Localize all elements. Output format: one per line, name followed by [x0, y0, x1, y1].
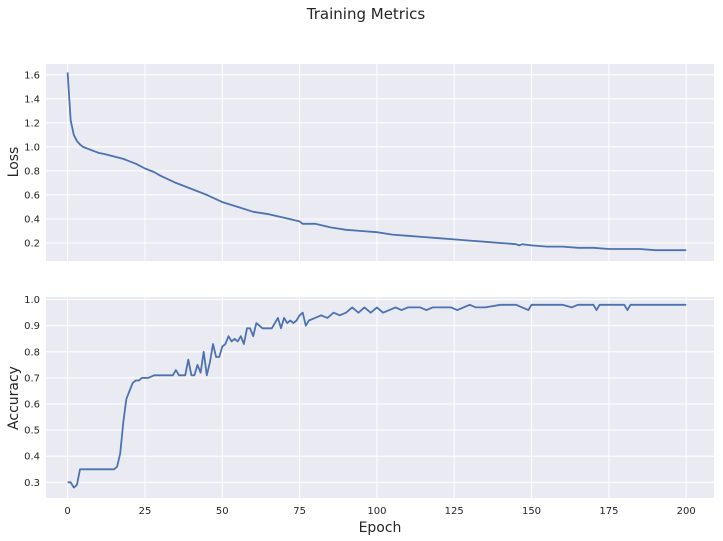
accuracy-y-tick-label: 1.0 [24, 295, 40, 306]
accuracy-y-tick-label: 0.8 [24, 347, 40, 358]
accuracy-y-tick-label: 0.9 [24, 321, 40, 332]
figure-title: Training Metrics [306, 5, 426, 23]
accuracy-x-tick-label: 150 [522, 506, 541, 517]
accuracy-y-tick-label: 0.3 [24, 478, 40, 489]
accuracy-y-tick-label: 0.4 [24, 452, 40, 463]
loss-y-tick-label: 0.8 [24, 166, 40, 177]
loss-panel: 0.2 0.4 0.6 0.8 1.0 1.2 1.4 1.6 Loss [6, 64, 714, 261]
accuracy-panel: 0.3 0.4 0.5 0.6 0.7 0.8 0.9 1.0 0 25 50 75 100 125 150… [6, 295, 714, 536]
accuracy-x-tick-label: 125 [445, 506, 464, 517]
loss-y-tick-label: 1.0 [24, 142, 40, 153]
loss-plot-area [46, 64, 714, 261]
loss-y-tick-label: 0.6 [24, 190, 40, 201]
accuracy-x-tick-label: 75 [293, 506, 306, 517]
accuracy-x-tick-label: 50 [216, 506, 229, 517]
loss-y-axis-label: Loss [6, 147, 22, 178]
accuracy-plot-area [46, 297, 714, 498]
accuracy-x-tick-label: 0 [64, 506, 70, 517]
loss-y-tick-label: 1.6 [24, 70, 40, 81]
accuracy-x-tick-label: 175 [599, 506, 618, 517]
loss-y-tick-label: 1.2 [24, 118, 40, 129]
accuracy-series-line [67, 303, 687, 489]
accuracy-y-axis-label: Accuracy [6, 366, 22, 430]
accuracy-x-tick-label: 100 [367, 506, 386, 517]
accuracy-y-tick-label: 0.6 [24, 400, 40, 411]
loss-y-tick-label: 0.2 [24, 239, 40, 250]
x-axis-label: Epoch [359, 520, 402, 536]
loss-y-tick-label: 1.4 [24, 94, 40, 105]
accuracy-x-tick-label: 200 [677, 506, 696, 517]
accuracy-y-tick-label: 0.7 [24, 373, 40, 384]
accuracy-x-tick-label: 25 [139, 506, 152, 517]
accuracy-y-tick-label: 0.5 [24, 426, 40, 437]
loss-series-line [66, 72, 687, 252]
loss-y-tick-label: 0.4 [24, 215, 40, 226]
